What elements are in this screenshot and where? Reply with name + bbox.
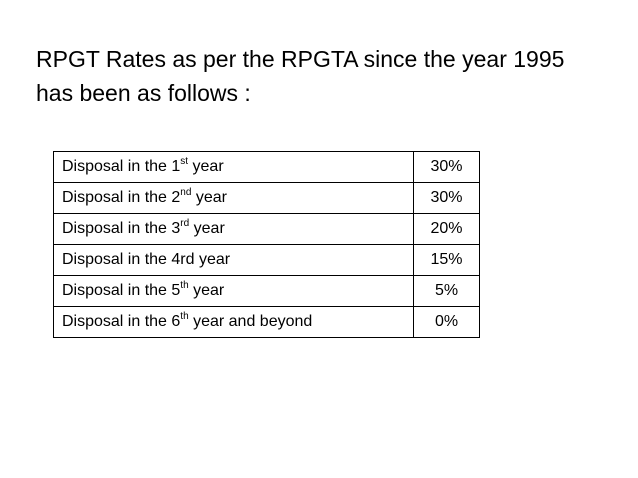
- table-row: Disposal in the 2nd year 30%: [53, 182, 480, 214]
- slide-title: RPGT Rates as per the RPGTA since the ye…: [36, 42, 616, 110]
- disposal-period-cell: Disposal in the 2nd year: [53, 182, 414, 214]
- rate-cell: 20%: [413, 213, 480, 245]
- rate-cell: 30%: [413, 182, 480, 214]
- table-row: Disposal in the 4rd year 15%: [53, 244, 480, 276]
- rate-cell: 30%: [413, 151, 480, 183]
- disposal-period-cell: Disposal in the 6th year and beyond: [53, 306, 414, 338]
- table-row: Disposal in the 5th year 5%: [53, 275, 480, 307]
- rpgt-rates-table: Disposal in the 1st year 30% Disposal in…: [53, 151, 480, 338]
- table-row: Disposal in the 1st year 30%: [53, 151, 480, 183]
- rate-cell: 15%: [413, 244, 480, 276]
- title-line-1: RPGT Rates as per the RPGTA since the ye…: [36, 46, 565, 72]
- disposal-period-cell: Disposal in the 1st year: [53, 151, 414, 183]
- rate-cell: 5%: [413, 275, 480, 307]
- table-row: Disposal in the 3rd year 20%: [53, 213, 480, 245]
- table-row: Disposal in the 6th year and beyond 0%: [53, 306, 480, 338]
- disposal-period-cell: Disposal in the 3rd year: [53, 213, 414, 245]
- title-line-2: has been as follows :: [36, 80, 251, 106]
- rate-cell: 0%: [413, 306, 480, 338]
- disposal-period-cell: Disposal in the 5th year: [53, 275, 414, 307]
- disposal-period-cell: Disposal in the 4rd year: [53, 244, 414, 276]
